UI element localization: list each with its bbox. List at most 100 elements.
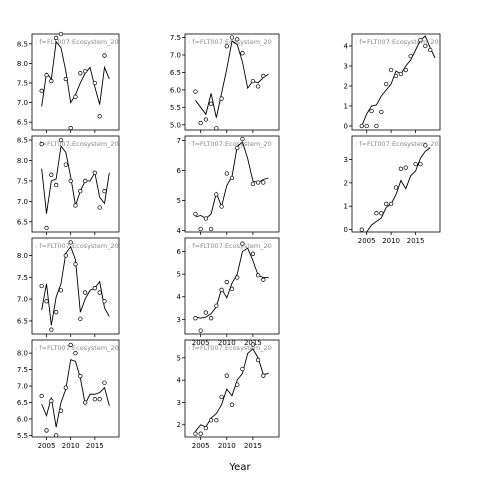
y-tick-label: 7.5	[170, 34, 181, 42]
observed-point	[198, 431, 203, 436]
x-tick-label: 2005	[358, 237, 376, 245]
observed-point	[219, 204, 224, 209]
observed-point	[39, 142, 44, 147]
observed-point	[102, 53, 107, 58]
observed-point	[58, 408, 64, 413]
observed-point	[92, 80, 97, 86]
y-tick-label: 8.5	[17, 40, 28, 48]
y-tick-label: 1	[344, 203, 348, 211]
x-tick-label: 2010	[62, 442, 80, 450]
y-tick-label: 3	[344, 156, 348, 164]
observed-point	[208, 226, 214, 232]
observed-point	[229, 286, 235, 291]
observed-point	[73, 94, 78, 99]
observed-point	[68, 178, 73, 184]
observed-point	[398, 166, 404, 171]
y-tick-label: 4	[177, 227, 182, 235]
observed-point	[224, 373, 229, 378]
y-tick-label: 7.0	[17, 296, 28, 304]
observed-point	[384, 81, 389, 87]
y-tick-label: 6.5	[17, 218, 28, 226]
panel-frame	[351, 33, 441, 131]
y-tick-label: 4	[177, 293, 182, 301]
panel-r3c2: 3456200520102015: f=FLT007:Ecosystem_20	[177, 237, 280, 347]
observed-point	[39, 393, 44, 399]
observed-point	[423, 143, 428, 148]
observed-point	[250, 78, 256, 84]
observed-point	[102, 188, 107, 194]
x-tick-label: 2005	[192, 442, 210, 450]
observed-point	[214, 418, 219, 423]
observed-point	[203, 117, 209, 122]
observed-point	[73, 262, 78, 267]
y-tick-label: 2	[344, 179, 348, 187]
y-tick-label: 0	[344, 123, 348, 131]
observed-point	[73, 203, 78, 208]
observed-point	[428, 47, 433, 53]
y-tick-label: 6	[177, 248, 182, 256]
observed-point	[418, 37, 423, 43]
observed-point	[44, 72, 49, 78]
x-tick-label: 2010	[218, 339, 236, 347]
observed-point	[364, 123, 369, 129]
observed-point	[224, 44, 229, 49]
observed-point	[423, 43, 428, 49]
observed-point	[58, 288, 64, 293]
observed-point	[240, 136, 245, 142]
observed-point	[229, 35, 235, 40]
observed-point	[255, 180, 261, 185]
observed-point	[102, 380, 107, 385]
observed-point	[83, 290, 88, 295]
fitted-line	[195, 141, 269, 220]
y-tick-label: 3	[177, 316, 181, 324]
observed-point	[214, 126, 219, 131]
fitted-line	[195, 247, 269, 319]
fitted-line	[361, 35, 436, 127]
y-tick-label: 6	[177, 167, 182, 175]
observed-point	[398, 71, 404, 77]
observed-point	[369, 108, 374, 114]
observed-point	[78, 188, 83, 194]
y-tick-label: 4	[344, 43, 349, 51]
observed-point	[250, 251, 256, 256]
panel-label: : f=FLT007:Ecosystem_20	[355, 38, 439, 46]
y-tick-label: 5.5	[170, 104, 181, 112]
observed-point	[403, 67, 408, 73]
fitted-line	[366, 147, 431, 232]
y-tick-label: 2	[177, 421, 181, 429]
observed-point	[73, 351, 78, 356]
observed-point	[240, 366, 245, 372]
observed-point	[54, 182, 59, 188]
observed-point	[203, 310, 209, 315]
x-tick-label: 2010	[382, 237, 400, 245]
observed-point	[255, 357, 261, 363]
observed-point	[261, 277, 266, 282]
observed-point	[229, 175, 235, 181]
observed-point	[198, 328, 203, 333]
y-tick-label: 7.5	[17, 366, 28, 374]
observed-point	[49, 172, 54, 177]
observed-point	[255, 273, 261, 278]
panel-r1c3: 0 1 2 3 4: f=FLT007:Ecosystem_20	[344, 33, 441, 133]
observed-point	[49, 327, 54, 332]
observed-point	[83, 400, 88, 405]
observed-point	[240, 241, 245, 246]
y-tick-label: 7.0	[17, 383, 28, 391]
panel-label: : f=FLT007:Ecosystem_20	[188, 344, 272, 352]
panel-frame	[31, 237, 120, 335]
observed-point	[374, 211, 379, 216]
y-tick-label: 7.5	[17, 79, 28, 87]
y-tick-label: 8.5	[17, 137, 28, 145]
y-tick-label: 2	[344, 83, 348, 91]
observed-point	[374, 123, 379, 129]
observed-point	[203, 425, 209, 431]
observed-point	[78, 374, 83, 379]
panel-frame	[31, 33, 120, 131]
observed-point	[49, 398, 54, 403]
observed-point	[54, 35, 59, 41]
panel-label: : f=FLT007:Ecosystem_20	[35, 38, 119, 46]
panel-r4c2: 2 3 4 5 2005 2010 2015: f=FLT007:Ecosystem_20	[177, 339, 280, 450]
panel-r4c1: 5.5 6.0 6.5 7.0 7.5 8.0 2005 2010 2015: f=FLT007…	[17, 339, 120, 450]
observed-point	[58, 31, 64, 37]
